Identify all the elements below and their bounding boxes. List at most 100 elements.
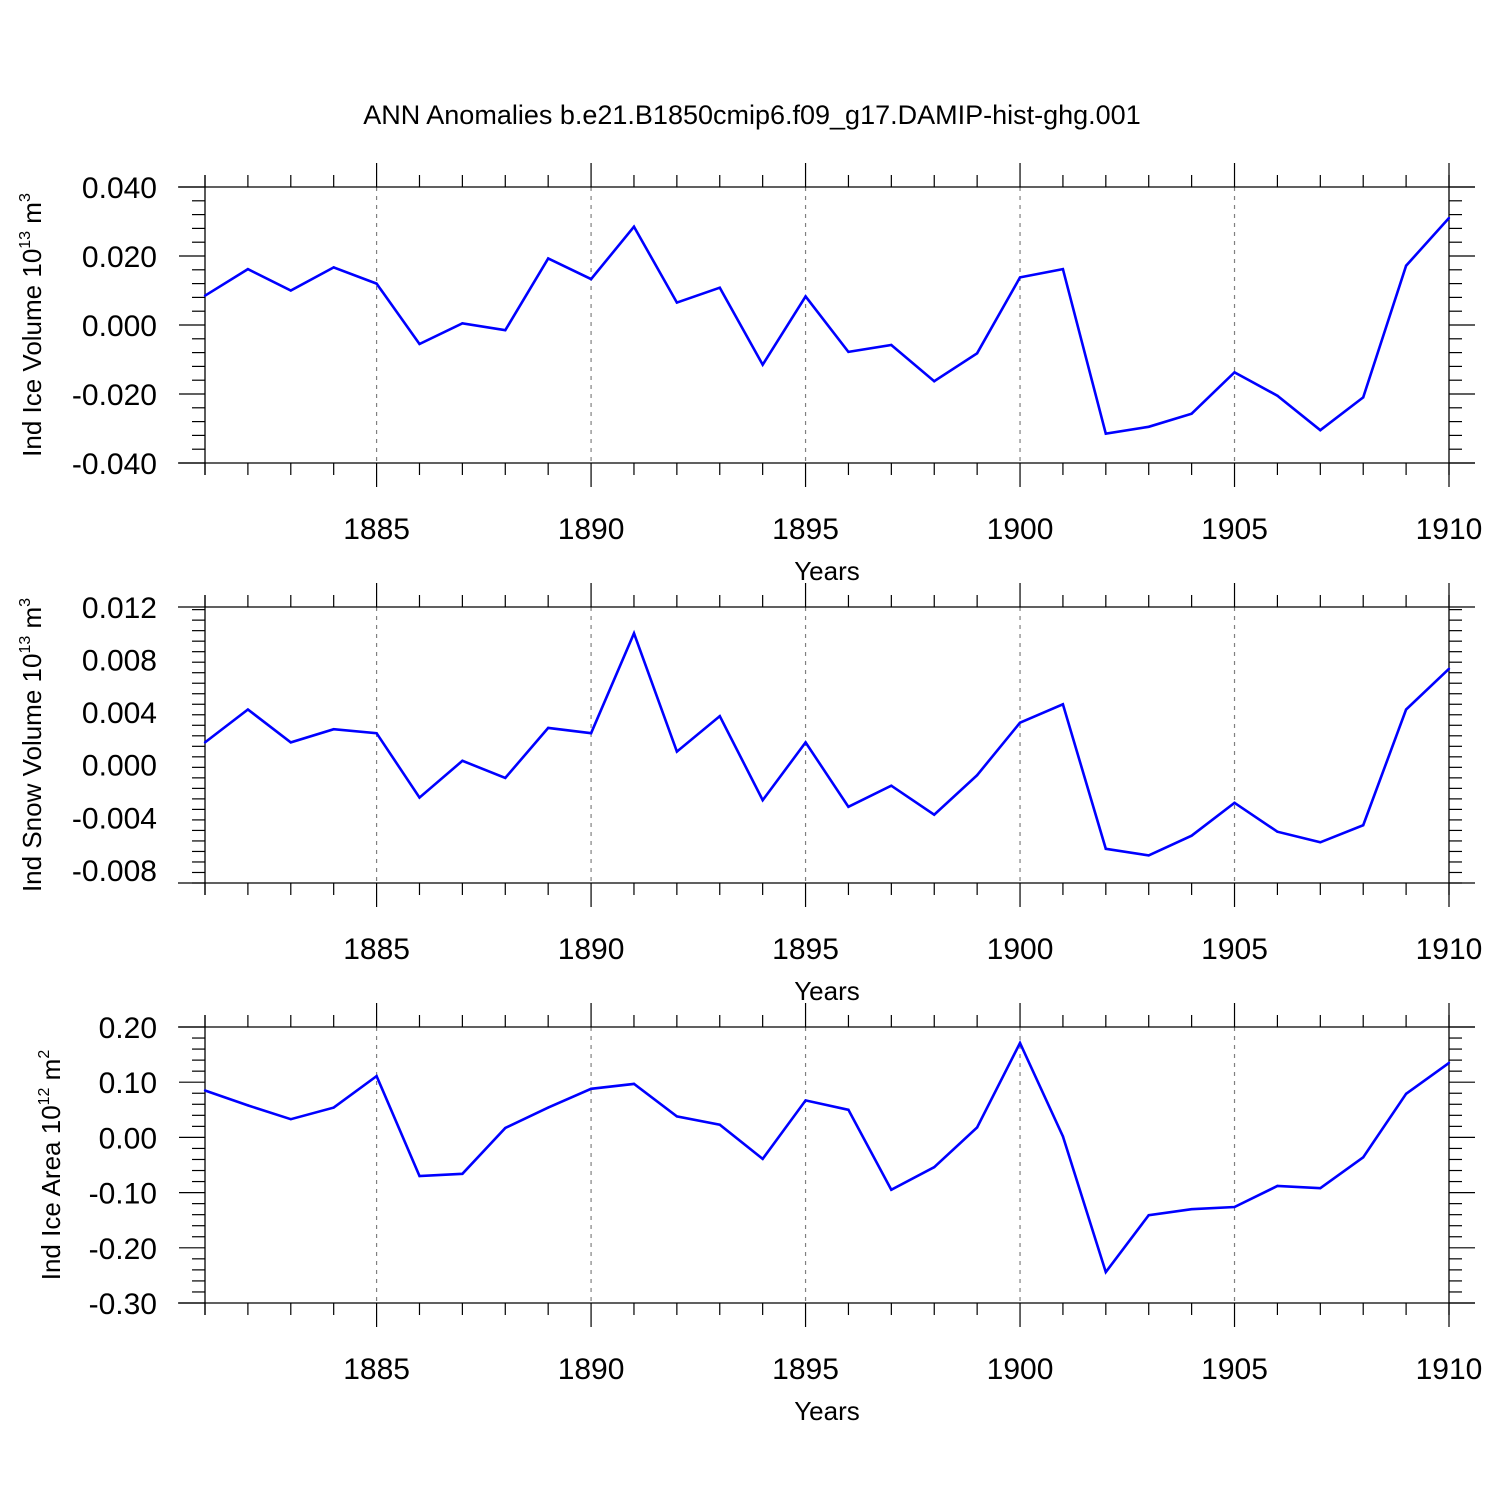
x-axis-label: Years [794, 976, 860, 1006]
data-point [504, 328, 507, 332]
data-point [804, 295, 807, 298]
x-tick-label: 1890 [558, 1353, 625, 1386]
data-point [1447, 216, 1451, 220]
data-point [1061, 1135, 1065, 1138]
data-point [1447, 667, 1451, 670]
data-point [1362, 396, 1365, 399]
data-point [289, 1117, 292, 1121]
data-point [246, 708, 250, 711]
data-point [1190, 412, 1193, 415]
data-point [332, 1106, 335, 1109]
data-point [1404, 1092, 1408, 1095]
data-point [1190, 834, 1193, 837]
y-tick-label: 0.040 [82, 172, 157, 205]
data-point [847, 1108, 850, 1112]
data-point [1319, 841, 1322, 844]
data-point [1018, 721, 1022, 724]
y-tick-label: -0.30 [89, 1288, 157, 1321]
y-axis-label: Ind Snow Volume 1013 m3 [17, 598, 47, 892]
data-point [289, 289, 292, 292]
data-point [375, 731, 378, 735]
x-tick-label: 1905 [1201, 513, 1268, 546]
data-point [418, 1174, 421, 1178]
data-point [504, 776, 507, 780]
data-point [203, 741, 207, 744]
data-point [632, 632, 636, 635]
series-line [204, 217, 1450, 436]
x-tick-label: 1885 [343, 933, 410, 966]
data-point [246, 1104, 250, 1107]
x-tick-label: 1910 [1416, 933, 1483, 966]
data-point [632, 225, 636, 228]
x-tick-label: 1885 [343, 1353, 410, 1386]
y-tick-label: 0.020 [82, 241, 157, 274]
data-point [1061, 703, 1065, 706]
data-point [718, 1123, 721, 1126]
data-point [589, 731, 593, 735]
y-tick-label: 0.012 [82, 592, 157, 625]
data-point [933, 813, 936, 816]
data-point [289, 741, 292, 744]
data-point [1104, 432, 1108, 435]
data-point [375, 1074, 378, 1078]
series-line [204, 629, 1450, 857]
data-point [1190, 1207, 1193, 1211]
data-point [1018, 1041, 1022, 1045]
y-axis-label: Ind Ice Area 1012 m2 [36, 1050, 66, 1281]
data-point [1362, 823, 1365, 827]
data-point [1233, 801, 1236, 805]
data-point [1276, 830, 1279, 833]
x-tick-label: 1900 [987, 1353, 1054, 1386]
data-point [804, 1099, 807, 1102]
data-point [761, 363, 764, 366]
x-tick-label: 1885 [343, 513, 410, 546]
data-point [1447, 1061, 1451, 1065]
x-tick-label: 1905 [1201, 1353, 1268, 1386]
data-point [546, 257, 550, 260]
y-tick-label: 0.008 [82, 645, 157, 678]
data-point [718, 286, 721, 289]
data-point [1104, 847, 1108, 851]
data-point [890, 1188, 893, 1192]
x-tick-label: 1895 [772, 1353, 839, 1386]
data-point [847, 350, 850, 354]
y-tick-label: 0.00 [99, 1122, 157, 1155]
y-tick-label: 0.000 [82, 310, 157, 343]
data-point [332, 728, 335, 731]
y-tick-label: 0.20 [99, 1012, 157, 1045]
x-tick-label: 1910 [1416, 1353, 1483, 1386]
data-point [975, 774, 979, 777]
x-tick-label: 1905 [1201, 933, 1268, 966]
data-point [1061, 267, 1065, 271]
data-point [203, 1089, 207, 1092]
data-point [632, 1082, 636, 1086]
y-tick-label: 0.000 [82, 750, 157, 783]
data-point [675, 750, 679, 753]
y-tick-label: 0.004 [82, 697, 157, 730]
x-tick-label: 1895 [772, 933, 839, 966]
data-point [933, 380, 936, 383]
data-point [1147, 1214, 1150, 1217]
x-tick-label: 1900 [987, 933, 1054, 966]
data-point [546, 1106, 550, 1109]
data-point [1404, 264, 1408, 267]
x-tick-label: 1895 [772, 513, 839, 546]
data-point [804, 741, 807, 744]
panel-3: 1885 1890 1895 1900 1905 1910 -0.30 -0.20 -0.10 0… [36, 1003, 1482, 1426]
data-point [1147, 425, 1150, 428]
y-tick-label: 0.10 [99, 1067, 157, 1100]
data-point [332, 266, 335, 269]
data-point [461, 759, 464, 762]
data-point [504, 1126, 507, 1130]
data-point [761, 1157, 764, 1161]
data-point [975, 1126, 979, 1129]
data-point [1276, 394, 1279, 397]
data-point [718, 714, 721, 718]
x-axis-label: Years [794, 1396, 860, 1426]
panel-2: 1885 1890 1895 1900 1905 1910 -0.008 -0.004 0.00… [17, 583, 1482, 1006]
data-point [890, 343, 893, 347]
data-point [675, 301, 679, 304]
y-tick-label: -0.20 [89, 1233, 157, 1266]
data-point [847, 805, 850, 808]
data-point [1362, 1156, 1365, 1159]
